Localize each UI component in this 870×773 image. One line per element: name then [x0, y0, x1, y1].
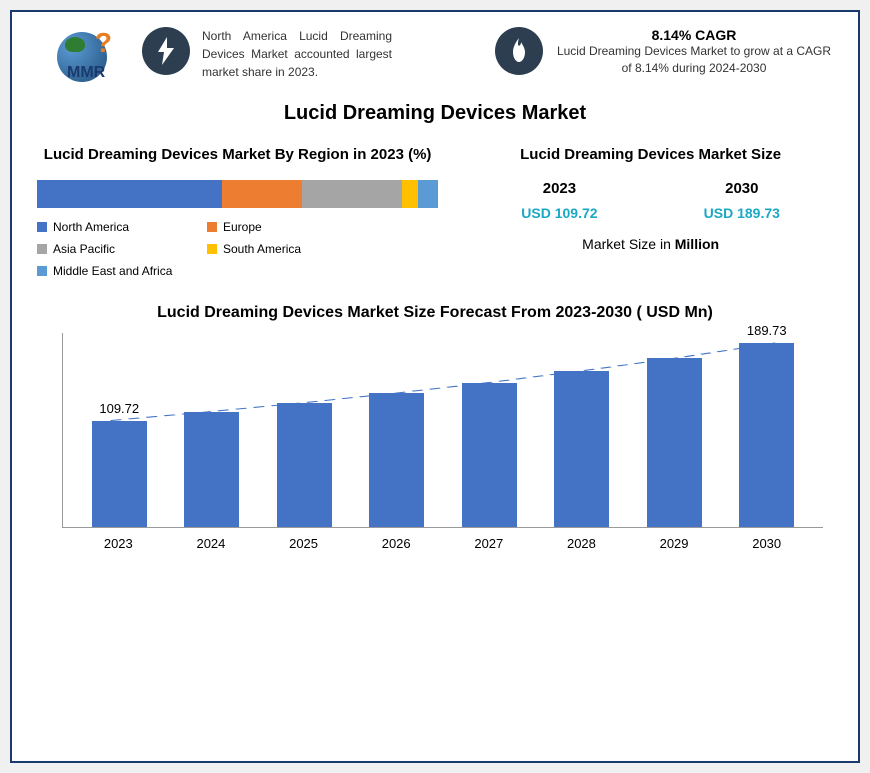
unit-bold: Million	[675, 236, 719, 252]
x-axis-labels: 2023 2024 2025 2026 2027 2028 2029 2030	[62, 528, 823, 551]
cagr-block: 8.14% CAGR Lucid Dreaming Devices Market…	[555, 27, 833, 77]
forecast-bar	[554, 371, 609, 528]
forecast-bar	[184, 412, 239, 527]
region-chart-title: Lucid Dreaming Devices Market By Region …	[37, 145, 438, 165]
region-legend: North America Europe Asia Pacific South Ame…	[37, 220, 438, 278]
legend-swatch	[37, 266, 47, 276]
cagr-title: 8.14% CAGR	[555, 27, 833, 43]
forecast-chart: 109.72189.73 202320242025202620272028202…	[37, 333, 833, 568]
forecast-bar	[462, 383, 517, 528]
legend-item: North America	[37, 220, 177, 234]
x-label: 2030	[752, 536, 781, 551]
x-label: 2027	[474, 536, 503, 551]
legend-label: Europe	[223, 220, 262, 234]
segment	[402, 180, 418, 208]
mid-row: Lucid Dreaming Devices Market By Region …	[37, 145, 833, 278]
size-year-2: 2030	[725, 180, 758, 197]
legend-label: North America	[53, 220, 129, 234]
size-unit: Market Size in Million	[468, 236, 833, 252]
logo-accent: ?	[95, 27, 112, 59]
x-label: 2025	[289, 536, 318, 551]
bars-container: 109.72 189.73	[63, 333, 823, 527]
x-label: 2028	[567, 536, 596, 551]
stacked-bar	[37, 180, 438, 208]
size-year-1: 2023	[543, 180, 576, 197]
x-label: 2029	[660, 536, 689, 551]
unit-prefix: Market Size in	[582, 236, 675, 252]
size-values: USD 109.72 USD 189.73	[468, 205, 833, 221]
header-row: ? MMR North America Lucid Dreaming Devic…	[37, 27, 833, 87]
legend-swatch	[207, 244, 217, 254]
info-text-1: North America Lucid Dreaming Devices Mar…	[202, 27, 392, 81]
infographic-page: ? MMR North America Lucid Dreaming Devic…	[10, 10, 860, 763]
forecast-title: Lucid Dreaming Devices Market Size Forec…	[37, 303, 833, 324]
forecast-bar	[369, 393, 424, 527]
main-title: Lucid Dreaming Devices Market	[37, 102, 833, 125]
forecast-bar	[647, 358, 702, 528]
market-size-block: Lucid Dreaming Devices Market Size 2023 …	[468, 145, 833, 278]
legend-item: Asia Pacific	[37, 242, 177, 256]
x-label: 2024	[196, 536, 225, 551]
info-block-1: North America Lucid Dreaming Devices Mar…	[142, 27, 480, 81]
segment	[222, 180, 302, 208]
legend-item: Middle East and Africa	[37, 264, 177, 278]
legend-item: South America	[207, 242, 347, 256]
x-label: 2026	[382, 536, 411, 551]
forecast-bar: 109.72	[92, 421, 147, 527]
legend-swatch	[37, 222, 47, 232]
legend-label: Asia Pacific	[53, 242, 115, 256]
market-size-title: Lucid Dreaming Devices Market Size	[468, 145, 833, 165]
mmr-logo: ? MMR	[37, 27, 127, 87]
bar-label-start: 109.72	[99, 401, 139, 416]
lightning-icon	[142, 27, 190, 75]
size-years: 2023 2030	[468, 180, 833, 197]
cagr-text: Lucid Dreaming Devices Market to grow at…	[555, 43, 833, 77]
flame-icon	[495, 27, 543, 75]
segment	[418, 180, 438, 208]
segment	[37, 180, 222, 208]
legend-label: Middle East and Africa	[53, 264, 172, 278]
region-chart: Lucid Dreaming Devices Market By Region …	[37, 145, 438, 278]
chart-area: 109.72 189.73	[62, 333, 823, 528]
legend-item: Europe	[207, 220, 347, 234]
x-label: 2023	[104, 536, 133, 551]
forecast-bar: 189.73	[739, 343, 794, 527]
info-block-2: 8.14% CAGR Lucid Dreaming Devices Market…	[495, 27, 833, 77]
legend-swatch	[37, 244, 47, 254]
size-val-2: USD 189.73	[704, 205, 780, 221]
size-val-1: USD 109.72	[521, 205, 597, 221]
legend-swatch	[207, 222, 217, 232]
bar-label-end: 189.73	[747, 323, 787, 338]
segment	[302, 180, 402, 208]
forecast-bar	[277, 403, 332, 527]
legend-label: South America	[223, 242, 301, 256]
logo-text: MMR	[67, 64, 105, 82]
